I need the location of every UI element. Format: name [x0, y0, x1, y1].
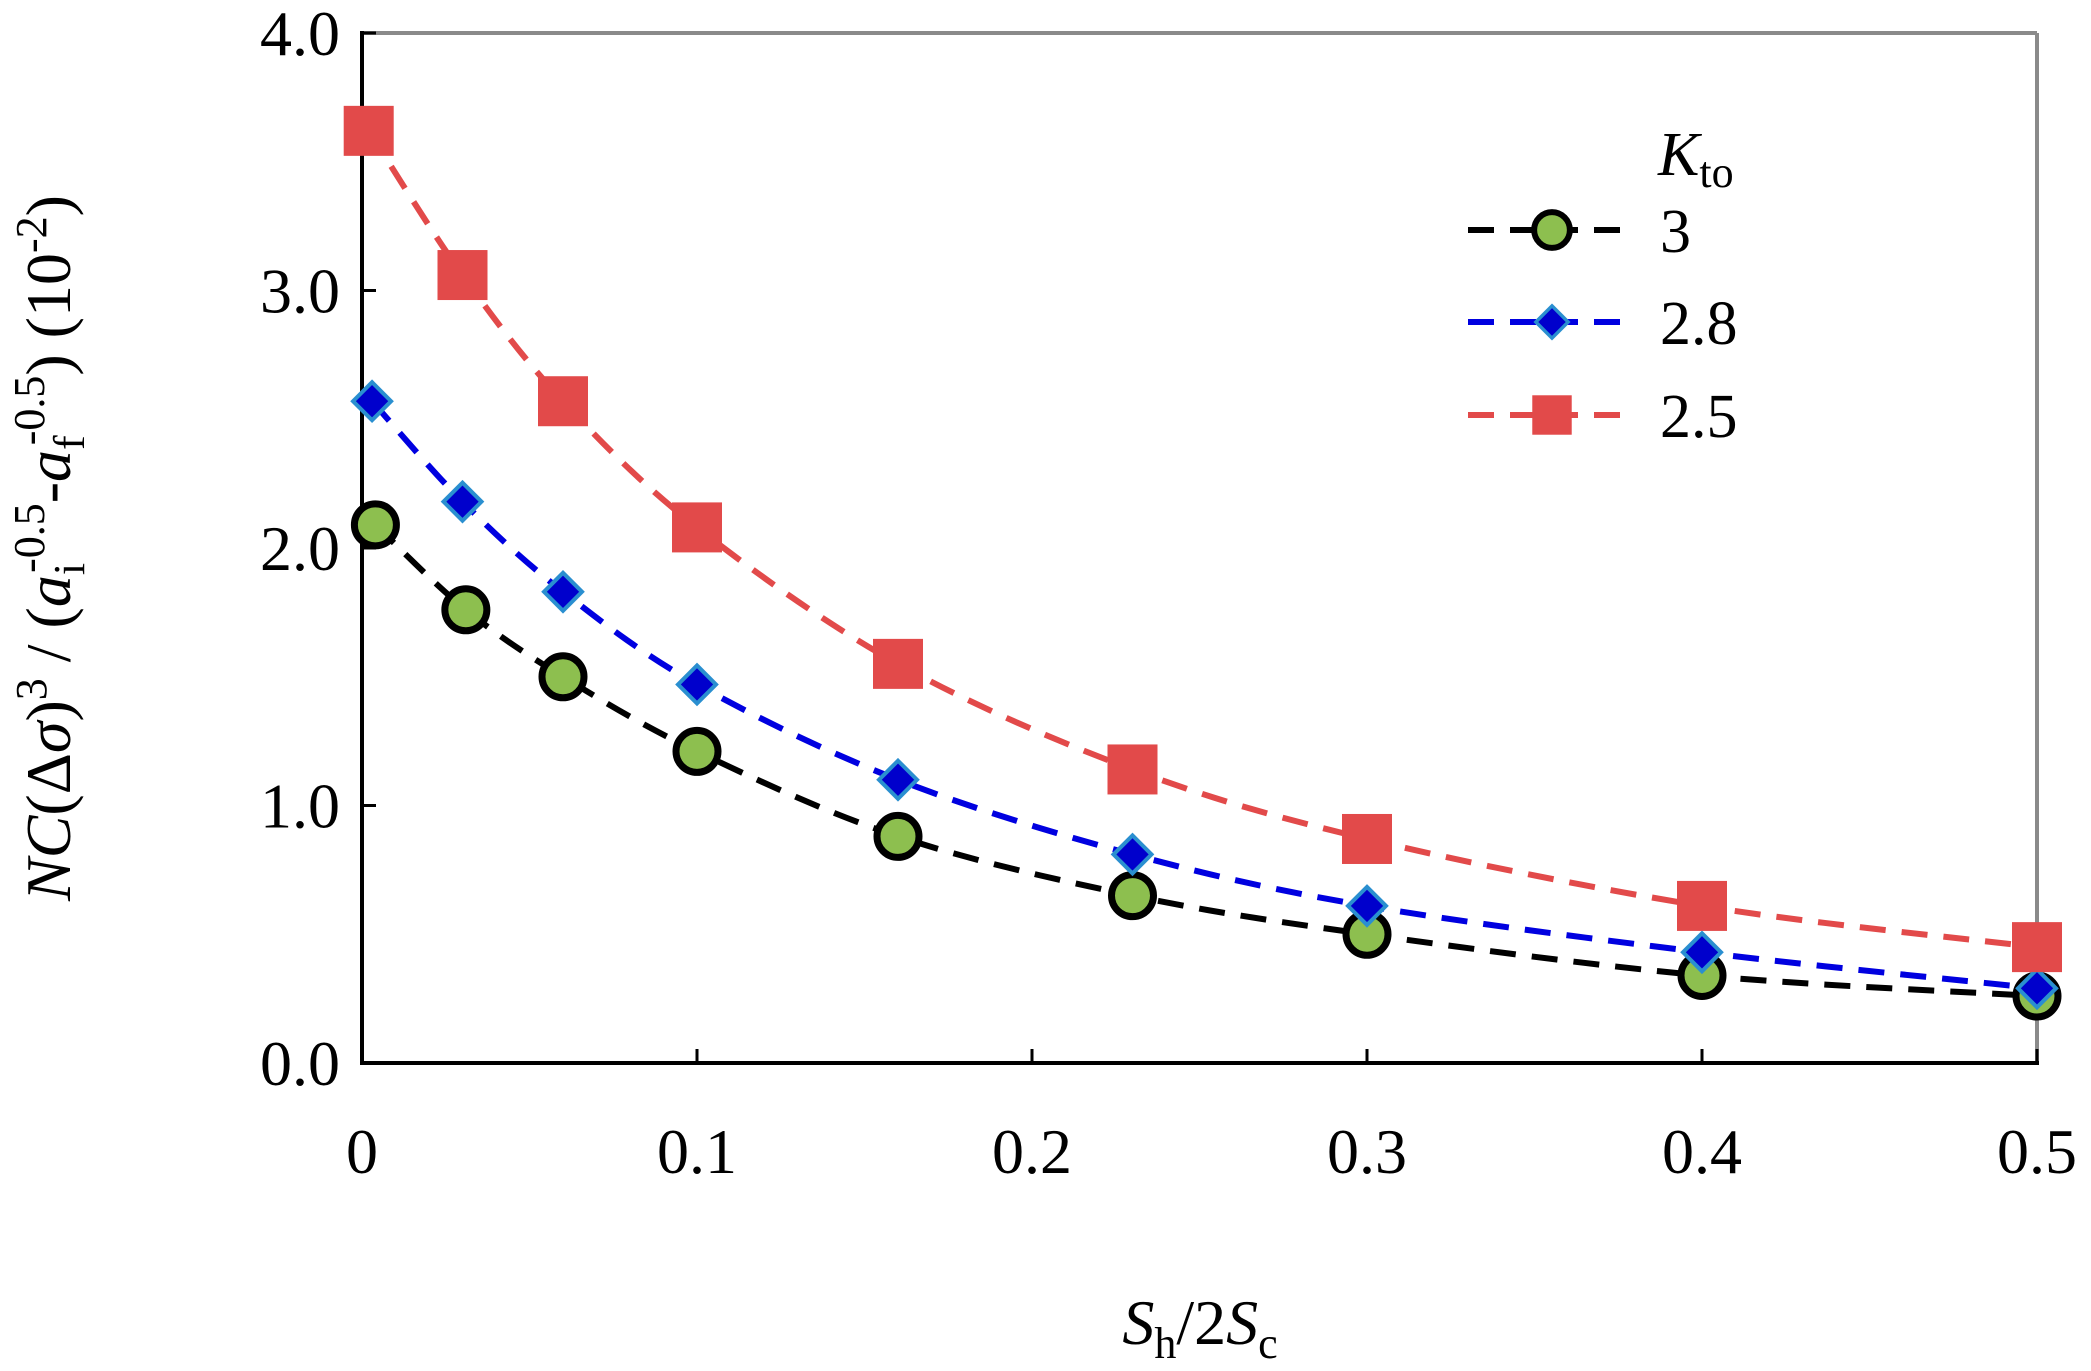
- y-title-ai-sup: -0.5: [5, 503, 54, 573]
- y-title-af-sub: f: [45, 435, 94, 450]
- y-title-cube: 3: [7, 678, 56, 700]
- data-point-1: [1345, 884, 1389, 928]
- x-title-sh: S: [1122, 1287, 1154, 1358]
- x-tick-label: 0.1: [657, 1116, 737, 1187]
- series-markers: [343, 105, 2062, 1021]
- legend-title: Kto: [1657, 121, 1734, 197]
- data-point-0: [672, 726, 722, 776]
- legend-marker-1: [1533, 303, 1571, 341]
- x-title-sh-sub: h: [1154, 1319, 1176, 1368]
- series-line-0: [373, 522, 2038, 1000]
- data-point-2: [1677, 880, 1727, 931]
- y-title-sigma: σ: [13, 719, 84, 753]
- data-point-2: [2012, 922, 2062, 973]
- data-point-0: [441, 585, 491, 635]
- legend-label-1: 2.8: [1660, 290, 1738, 358]
- y-axis-ticks: 0.0 1.0 2.0 3.0 4.0: [260, 0, 376, 1099]
- data-point-0: [873, 811, 923, 861]
- data-point-1: [350, 379, 394, 424]
- y-title-af-sup: -0.5: [5, 376, 54, 446]
- series-line-1: [369, 399, 2038, 992]
- data-point-0: [538, 652, 588, 702]
- y-title-scale-sup: -2: [7, 216, 56, 253]
- legend-entries: 3 2.8 2.5: [1468, 198, 1738, 451]
- y-title-delta: (Δ: [13, 753, 84, 815]
- data-point-2: [538, 376, 588, 427]
- y-tick-label: 3.0: [260, 256, 340, 327]
- legend-title-k: K: [1657, 121, 1703, 189]
- y-axis-title: NC(Δσ)3 / (ai-0.5-af-0.5) (10-2): [5, 195, 94, 902]
- data-point-1: [876, 757, 920, 802]
- y-title-close: ): [13, 700, 84, 721]
- data-point-1: [541, 569, 585, 614]
- data-point-1: [1110, 832, 1155, 877]
- legend-title-sub: to: [1699, 148, 1733, 197]
- x-tick-label: 0: [346, 1116, 378, 1187]
- series-lines: [366, 129, 2038, 1000]
- data-point-0: [1108, 871, 1157, 921]
- legend-marker-0: [1531, 209, 1573, 251]
- y-title-divide: / (: [13, 607, 84, 678]
- data-point-1: [440, 479, 485, 524]
- y-title-minus: -: [13, 482, 84, 503]
- legend-label-2: 2.5: [1660, 383, 1738, 451]
- data-point-1: [675, 662, 719, 707]
- data-point-2: [873, 638, 923, 689]
- x-axis-ticks: 0 0.1 0.2 0.3 0.4 0.5: [346, 1049, 2077, 1187]
- data-point-1: [1680, 930, 1724, 975]
- data-point-2: [1342, 813, 1392, 864]
- data-point-1: [2015, 966, 2059, 1011]
- y-tick-label: 4.0: [260, 0, 340, 69]
- legend-marker-2: [1532, 395, 1572, 435]
- x-title-sc: S: [1226, 1287, 1258, 1358]
- data-point-2: [1107, 744, 1158, 795]
- legend: Kto 3 2.8 2.5: [1468, 121, 1738, 451]
- data-point-2: [672, 502, 722, 553]
- series-line-2: [366, 129, 2038, 951]
- x-title-sc-sub: c: [1258, 1319, 1278, 1368]
- data-point-0: [350, 500, 400, 550]
- y-tick-label: 1.0: [260, 771, 340, 842]
- y-title-ai: a: [13, 575, 84, 607]
- data-point-2: [437, 250, 488, 301]
- y-tick-label: 0.0: [260, 1028, 340, 1099]
- y-title-ai-sub: i: [45, 563, 94, 575]
- y-title-end: ): [13, 195, 84, 216]
- data-point-2: [343, 105, 394, 156]
- y-title-scale: ) (10: [13, 253, 84, 376]
- x-axis-title: Sh/2Sc: [1122, 1287, 1277, 1368]
- legend-label-0: 3: [1660, 198, 1691, 266]
- x-tick-label: 0.2: [992, 1116, 1072, 1187]
- y-title-af: a: [13, 450, 84, 482]
- x-tick-label: 0.5: [1997, 1116, 2077, 1187]
- y-title-nc: NC: [13, 814, 84, 902]
- x-title-mid: /2: [1176, 1287, 1226, 1358]
- x-tick-label: 0.4: [1662, 1116, 1742, 1187]
- x-tick-label: 0.3: [1327, 1116, 1407, 1187]
- y-tick-label: 2.0: [260, 513, 340, 584]
